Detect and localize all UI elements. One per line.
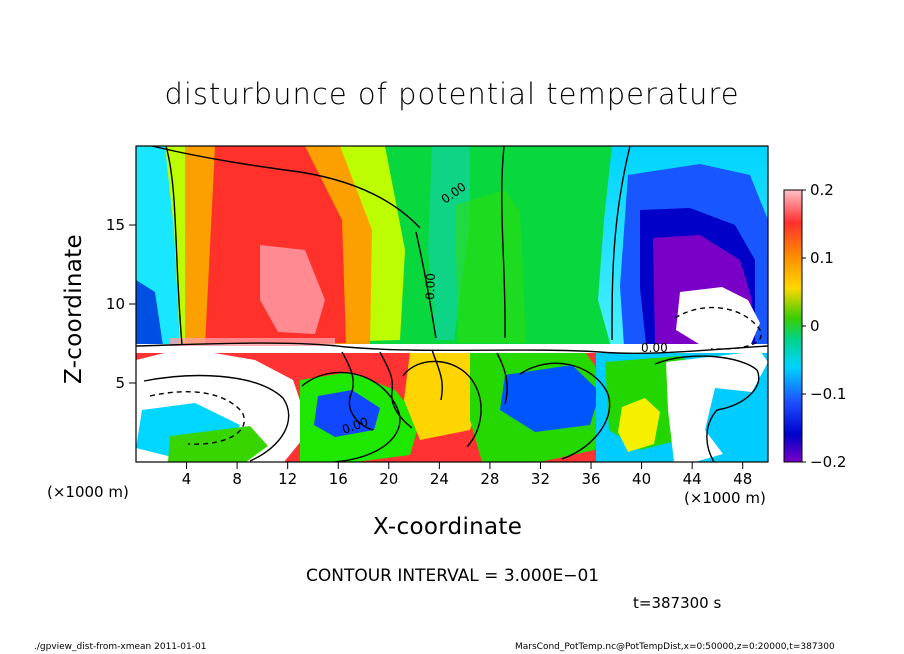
contour-right-zero [611,146,631,341]
y-axis: 5 10 15 [106,216,136,392]
contour-squiggle-2 [379,351,413,429]
x-tick-label-44: 44 [683,470,702,488]
central-green-stripe [455,190,526,343]
x-axis-label: X-coordinate [373,514,523,540]
contour-lower-right-2 [654,355,760,462]
interface-white-band [136,344,768,353]
contour-dashed-right [674,306,762,350]
contour-label-3: 0.00 [641,341,668,355]
footer-left: ./gpview_dist-from-xmean 2011-01-01 [34,642,207,652]
contour-lower-left [143,374,290,462]
left-blue-edge [136,280,163,346]
x-tick-label-20: 20 [379,470,398,488]
lower-left-green-blob [168,426,268,462]
contour-center-left-zero [415,231,437,339]
contour-top-left-zero [151,146,421,229]
x-tick-label-32: 32 [531,470,550,488]
colorbar-axis: 0.2 0.1 0 −0.1 −0.2 [802,181,846,471]
cold-anomaly-white [676,287,760,344]
contour-squiggle-4 [496,352,508,405]
lower-right-yellow [618,398,660,452]
x-tick-label-40: 40 [632,470,651,488]
contour-squiggle-1 [341,351,374,431]
contour-interval-text: CONTOUR INTERVAL = 3.000E−01 [306,566,600,586]
contour-center-right-zero [501,146,506,339]
x-tick-label-48: 48 [733,470,752,488]
chart-title: disturbunce of potential temperature [164,77,740,111]
x-unit-label-right: (×1000 m) [684,489,766,507]
lower-right-blue [500,365,600,432]
colorbar-tick-label-0: 0.2 [810,181,834,199]
contour-lower-center-1 [301,371,401,462]
contour-lines [136,146,768,462]
colorbar-tick-label-3: −0.1 [810,385,846,403]
x-tick-label-12: 12 [278,470,297,488]
warm-anomaly-pink [260,245,325,334]
contour-lower-right-1 [519,362,611,460]
x-tick-label-24: 24 [430,470,449,488]
x-tick-label-16: 16 [329,470,348,488]
y-tick-label-10: 10 [106,295,125,313]
y-tick-label-15: 15 [106,216,125,234]
x-tick-label-36: 36 [581,470,600,488]
lower-far-right-white [666,351,768,462]
x-unit-label-left: (×1000 m) [47,483,129,501]
contour-interface [136,342,768,355]
x-axis: 4 8 12 16 20 24 28 32 36 40 44 48 [182,462,752,488]
colorbar [783,189,803,463]
contour-squiggle-3 [431,349,443,401]
contour-left-zero [165,146,183,346]
colorbar-tick-label-1: 0.1 [810,249,834,267]
time-text: t=387300 s [633,594,722,612]
contour-label-2: 0.00 [423,273,438,300]
colorbar-tick-label-4: −0.2 [810,453,846,471]
x-tick-label-8: 8 [232,470,242,488]
contour-lower-center-2 [402,360,482,448]
colorbar-tick-label-2: 0 [810,317,820,335]
y-tick-label-5: 5 [115,374,125,392]
contour-dashed-left [149,391,245,445]
footer-right: MarsCond_PotTemp.nc@PotTempDist,x=0:5000… [515,642,835,652]
x-tick-label-4: 4 [182,470,192,488]
x-tick-label-28: 28 [480,470,499,488]
lower-center-yellow [404,352,483,440]
